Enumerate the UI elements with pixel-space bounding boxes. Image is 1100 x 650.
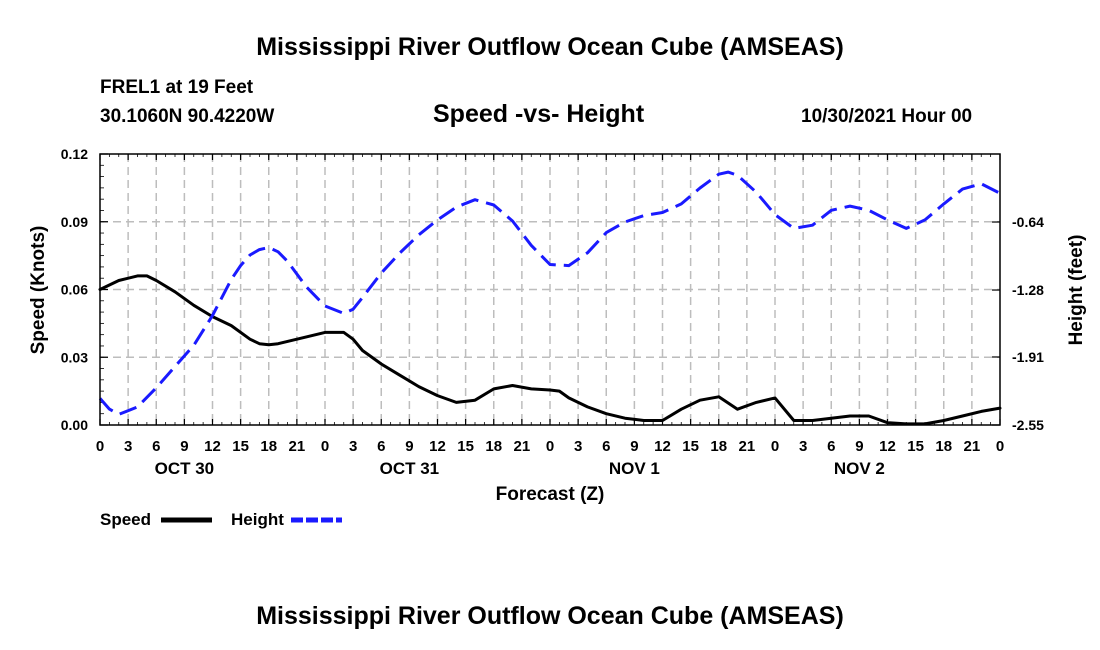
x-tick-label: 3 [349,438,357,455]
station-coordinates: 30.1060N 90.4220W [100,106,275,127]
plot-frame [99,153,1001,426]
x-tick-label: 15 [682,438,699,455]
x-tick-label: 0 [321,438,329,455]
grid [100,154,1000,425]
y-tick-label: 0.09 [61,214,88,230]
speed-series-line [98,274,1002,426]
footer-title: Mississippi River Outflow Ocean Cube (AM… [256,602,844,630]
x-tick-label: 18 [710,438,727,455]
x-tick-label: 12 [204,438,221,455]
chart-title: Mississippi River Outflow Ocean Cube (AM… [256,33,844,61]
date-label: NOV 2 [834,459,885,478]
x-tick-label: 6 [377,438,385,455]
station-label: FREL1 at 19 Feet [100,77,254,98]
height-series-line [98,170,1001,416]
x-tick-label: 21 [964,438,981,455]
x-tick-label: 0 [996,438,1004,455]
x-tick-label: 12 [654,438,671,455]
date-label: NOV 1 [609,459,660,478]
x-axis-title: Forecast (Z) [496,484,605,505]
y-axis-title: Speed (Knots) [28,226,49,355]
y2-tick-label: -2.55 [1012,417,1044,433]
speed-height-chart: 0 3 6 9 12 15 18 21 0 3 6 9 12 15 18 21 0 3 6 9 12 15 18 21 0 3 6 9… [28,146,1087,529]
y2-tick-label: -1.28 [1012,282,1044,298]
legend: Speed Height [100,510,342,529]
x-tick-label: 6 [827,438,835,455]
x-tick-label: 0 [96,438,104,455]
legend-label-height: Height [231,510,284,529]
x-tick-label: 18 [935,438,952,455]
y-tick-label: 0.03 [61,349,88,365]
x-tick-label: 3 [124,438,132,455]
x-tick-label: 12 [879,438,896,455]
x-tick-label: 18 [260,438,277,455]
y-tick-label: 0.06 [61,282,88,298]
y2-tick-label: -1.91 [1012,349,1044,365]
x-tick-label: 15 [457,438,474,455]
x-tick-label: 0 [546,438,554,455]
x-tick-label: 21 [739,438,756,455]
x-tick-label: 21 [514,438,531,455]
y-tick-label: 0.12 [61,146,88,162]
date-label: OCT 31 [380,459,440,478]
x-tick-label: 21 [289,438,306,455]
x-tick-label: 15 [232,438,249,455]
x-tick-label: 3 [574,438,582,455]
y-tick-label: 0.00 [61,417,88,433]
legend-label-speed: Speed [100,510,151,529]
x-tick-label: 6 [602,438,610,455]
x-tick-label: 9 [405,438,413,455]
x-tick-label: 18 [485,438,502,455]
x-tick-label: 12 [429,438,446,455]
series-lines [98,170,1002,426]
x-tick-label: 15 [907,438,924,455]
y2-tick-label: -0.64 [1012,214,1044,230]
y2-axis-title: Height (feet) [1066,235,1087,346]
chart-subtitle: Speed -vs- Height [433,100,645,128]
date-label: OCT 30 [155,459,215,478]
x-tick-label: 9 [630,438,638,455]
forecast-datetime: 10/30/2021 Hour 00 [801,106,973,127]
x-tick-label: 9 [180,438,188,455]
x-tick-label: 3 [799,438,807,455]
x-tick-label: 6 [152,438,160,455]
axis-labels: 0 3 6 9 12 15 18 21 0 3 6 9 12 15 18 21 0 3 6 9 12 15 18 21 0 3 6 9… [28,146,1087,505]
x-tick-label: 0 [771,438,779,455]
x-tick-label: 9 [855,438,863,455]
